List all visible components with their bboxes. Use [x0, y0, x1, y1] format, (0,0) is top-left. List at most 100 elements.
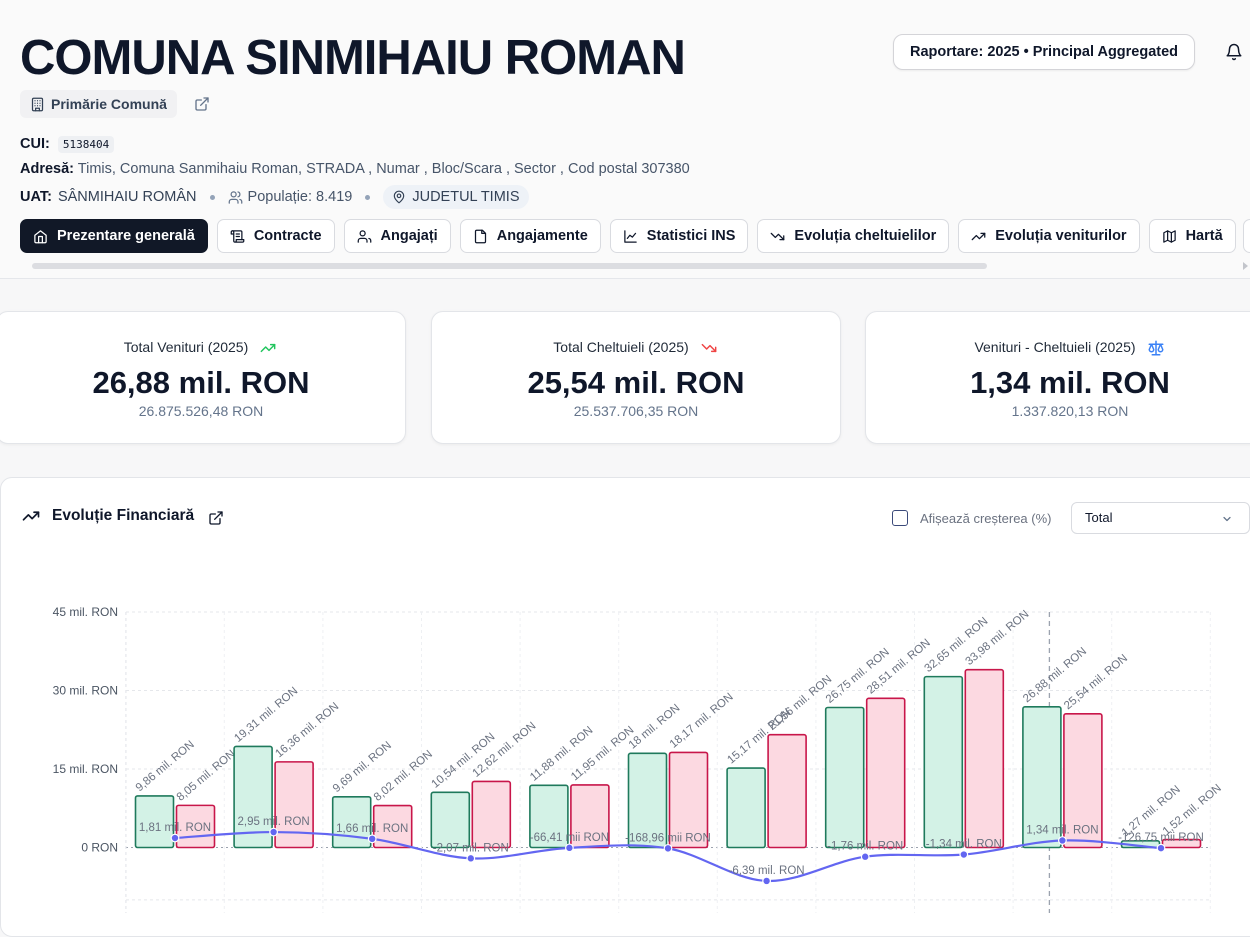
tab-statistici-ins[interactable]: Statistici INS	[609, 219, 749, 253]
card-total-venituri: Total Venituri (2025) 26,88 mil. RON 26.…	[0, 311, 406, 444]
tab-evolutia-cheltuielilor[interactable]: Evoluția cheltuielilor	[757, 219, 950, 253]
tab-angajamente[interactable]: Angajamente	[459, 219, 601, 253]
income-bar	[824, 706, 865, 849]
trending-up-icon	[260, 344, 276, 353]
expense-bar	[668, 751, 709, 849]
separator-dot	[365, 194, 371, 200]
trending-up-icon	[22, 511, 40, 521]
tabs-scrollbar[interactable]	[32, 263, 987, 269]
uat-row: UAT: SÂNMIHAIU ROMÂN Populație: 8.419 JU…	[20, 185, 529, 209]
entity-type-chip: Primărie Comună	[20, 90, 177, 118]
balance-data-label: -168,96 mii RON	[625, 832, 711, 844]
balance-point	[959, 850, 969, 859]
home-icon	[34, 229, 47, 243]
tab-label: Prezentare generală	[57, 228, 195, 244]
income-bar	[923, 675, 964, 849]
external-link-icon[interactable]	[208, 510, 224, 526]
bell-icon[interactable]	[1225, 43, 1243, 61]
card-label: Total Venituri (2025)	[0, 339, 405, 356]
card-balanta: Venituri - Cheltuieli (2025) 1,34 mil. R…	[865, 311, 1250, 444]
y-tick-label: 0 RON	[81, 841, 118, 855]
cui-row: CUI: 5138404	[20, 136, 115, 153]
address-value: Timis, Comuna Sanmihaiu Roman, STRADA , …	[77, 161, 690, 177]
expense-bar	[471, 780, 512, 849]
page-title: COMUNA SINMIHAIU ROMAN	[20, 31, 686, 85]
scroll-icon	[230, 229, 245, 243]
tab-label: Angajați	[380, 228, 438, 244]
expense-data-label: 18,17 mil. RON	[668, 691, 736, 751]
card-total-cheltuieli: Total Cheltuieli (2025) 25,54 mil. RON 2…	[431, 311, 841, 444]
card-exact-value: 25.537.706,35 RON	[573, 403, 699, 419]
balance-point	[466, 853, 476, 863]
external-link-icon[interactable]	[194, 96, 210, 112]
balance-point	[269, 827, 279, 837]
expense-bar	[1063, 713, 1103, 849]
tab-harta[interactable]: Hartă	[1148, 219, 1236, 253]
separator-dot	[209, 194, 215, 200]
card-label: Venituri - Cheltuieli (2025)	[866, 339, 1250, 357]
balance-point	[367, 834, 377, 844]
tab-contracte[interactable]: Contracte	[216, 219, 335, 253]
expense-bar	[1161, 838, 1202, 849]
balance-data-label: -1,34 mil. RON	[926, 839, 1002, 851]
income-bar	[1022, 706, 1062, 849]
trending-up-icon	[971, 232, 986, 240]
file-icon	[474, 229, 486, 243]
map-pin-icon	[394, 190, 405, 204]
section-tabs: Prezentare generală Contracte Angajați A…	[20, 219, 1236, 253]
tab-label: Hartă	[1185, 228, 1223, 244]
balance-point	[170, 833, 180, 843]
entity-type-label: Primărie Comună	[51, 96, 167, 112]
balance-data-label: 1,66 mil. RON	[336, 823, 408, 835]
uat-value: SÂNMIHAIU ROMÂN	[57, 189, 197, 205]
expense-bar	[767, 733, 807, 849]
uat-label: UAT:	[20, 189, 52, 205]
cui-value: 5138404	[57, 136, 115, 153]
users-icon	[357, 229, 371, 243]
card-exact-value: 26.875.526,48 RON	[138, 403, 264, 419]
tab-label: Statistici INS	[646, 228, 736, 244]
panel-title: Evoluție Financiară	[20, 507, 194, 525]
card-value: 1,34 mil. RON	[970, 365, 1170, 400]
address-row: Adresă: Timis, Comuna Sanmihaiu Roman, S…	[20, 161, 690, 177]
reporting-period-button[interactable]: Raportare: 2025 • Principal Aggregated	[893, 34, 1196, 70]
balance-data-label: -126,75 mii RON	[1118, 832, 1204, 844]
tab-prezentare-generala[interactable]: Prezentare generală	[20, 219, 208, 253]
trending-down-icon	[701, 344, 717, 353]
balance-data-label: -2,07 mil. RON	[433, 842, 509, 854]
growth-checkbox[interactable]	[892, 510, 908, 526]
balance-data-label: -6,39 mil. RON	[729, 865, 805, 877]
scroll-right-arrow[interactable]	[1243, 262, 1248, 270]
building-icon	[31, 97, 44, 111]
tab-overflow[interactable]	[1243, 219, 1250, 253]
county-pill[interactable]: JUDETUL TIMIS	[383, 185, 529, 209]
balance-point	[1057, 836, 1067, 845]
income-bar	[233, 745, 273, 849]
tab-label: Angajamente	[496, 228, 588, 244]
balance-data-label: -66,41 mii RON	[530, 832, 609, 844]
panel-title-text: Evoluție Financiară	[52, 507, 195, 524]
growth-toggle[interactable]: Afișează creșterea (%)	[892, 510, 1052, 526]
balance-point	[565, 843, 574, 853]
line-chart-icon	[624, 229, 637, 243]
card-label-text: Total Venituri (2025)	[123, 339, 249, 355]
expense-bar	[372, 804, 413, 849]
expense-bar	[865, 697, 906, 849]
tab-label: Contracte	[253, 228, 322, 244]
scale-icon	[1148, 340, 1164, 356]
aggregation-select[interactable]: Total	[1071, 502, 1250, 534]
income-bar	[726, 767, 766, 849]
growth-label: Afișează creșterea (%)	[920, 510, 1052, 526]
card-value: 26,88 mil. RON	[92, 365, 310, 400]
tab-evolutia-veniturilor[interactable]: Evoluția veniturilor	[958, 219, 1140, 253]
card-label-text: Total Cheltuieli (2025)	[553, 339, 689, 355]
income-bar	[430, 791, 471, 849]
tab-angajati[interactable]: Angajați	[343, 219, 451, 253]
income-bar	[627, 752, 668, 849]
balance-point	[1156, 843, 1166, 853]
balance-data-label: 1,34 mil. RON	[1026, 824, 1098, 836]
expense-bar	[964, 668, 1005, 849]
balance-data-label: 2,95 mil. RON	[237, 816, 309, 828]
card-label-text: Venituri - Cheltuieli (2025)	[974, 339, 1136, 355]
